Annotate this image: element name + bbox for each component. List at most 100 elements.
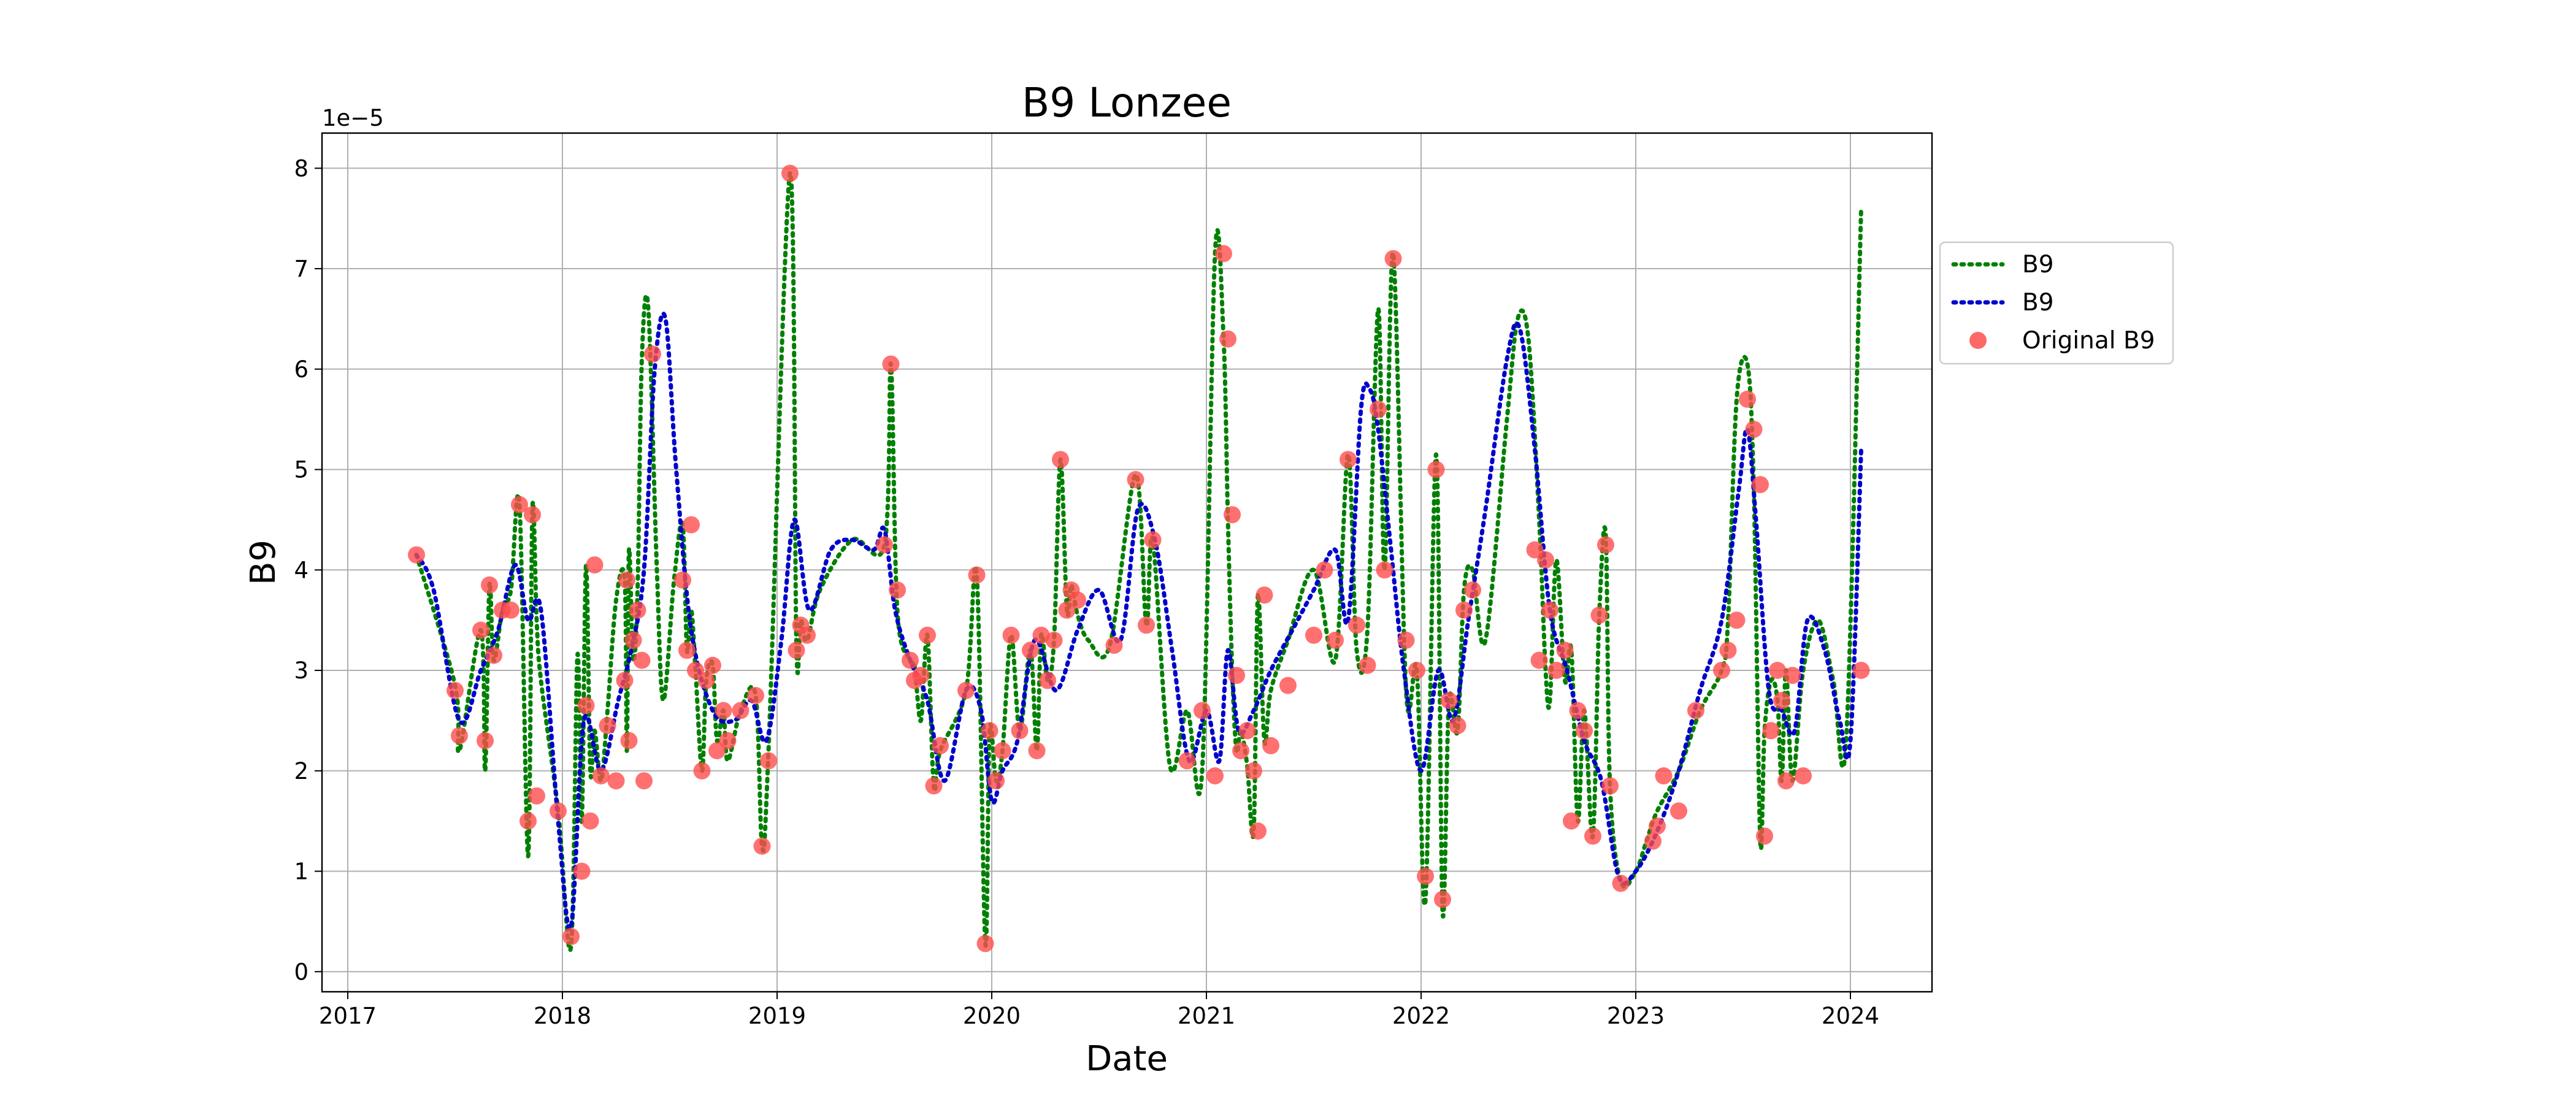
original-b9-point [1427,461,1445,478]
original-b9-point [1340,451,1357,469]
original-b9-point [477,732,494,749]
original-b9-point [1449,717,1466,735]
original-b9-point [747,687,764,704]
original-b9-point [620,732,638,749]
original-b9-point [581,812,599,830]
original-b9-point [485,646,502,664]
original-b9-point [1547,662,1565,679]
original-b9-point [1105,637,1123,654]
legend-swatch-original-b9 [1969,332,1987,349]
plot-frame [321,132,1933,993]
original-b9-point [472,621,489,639]
original-b9-point [1852,662,1870,679]
original-b9-point [586,556,604,574]
original-b9-point [1238,722,1256,740]
original-b9-point [1644,832,1662,850]
original-b9-point [1069,591,1086,609]
original-b9-point [719,732,737,749]
original-b9-point [1032,626,1050,644]
original-b9-point [1022,642,1039,659]
legend: B9 B9 Original B9 [1939,241,2174,365]
original-b9-point [912,667,930,684]
y-tick-label: 4 [294,557,309,583]
original-b9-point [1011,722,1029,740]
original-b9-point [1224,506,1241,524]
original-b9-point [1752,476,1769,494]
original-b9-point [624,631,642,649]
legend-label-blue-b9: B9 [2022,289,2054,316]
original-b9-point [1576,722,1593,740]
original-b9-point [1359,656,1376,674]
original-b9-point [592,767,610,784]
original-b9-point [1206,767,1224,784]
original-b9-point [1002,626,1020,644]
original-b9-point [1417,867,1434,885]
original-b9-point [528,787,545,805]
original-b9-point [1440,692,1458,710]
original-b9-point [1670,802,1687,820]
original-b9-point [1138,616,1155,634]
y-tick-label: 0 [294,959,309,985]
original-b9-point [1397,631,1415,649]
original-b9-point [1316,561,1333,579]
original-b9-point [1305,626,1322,644]
original-b9-point [1232,742,1249,759]
original-b9-point [1262,737,1279,754]
axes-ticks: 2017 2018 2019 2020 2021 2022 2023 2024 0 1 2 3 4 5 6 7… [294,155,1879,1029]
x-tick-label: 2019 [748,1003,806,1029]
original-b9-point [607,772,625,790]
original-b9-point [618,571,635,589]
original-b9-point [573,862,591,880]
original-b9-point [1569,702,1587,719]
original-b9-point [629,601,646,619]
original-b9-point [1655,767,1673,784]
original-b9-point [1601,777,1619,795]
original-b9-point [1215,245,1232,263]
original-b9-point [562,927,580,945]
original-b9-point [1556,642,1574,659]
original-b9-point [753,837,771,855]
original-b9-point [1058,601,1076,619]
x-tick-label: 2021 [1178,1003,1235,1029]
original-b9-point [919,626,936,644]
original-b9-point [1612,875,1630,892]
original-b9-point [502,601,519,619]
original-b9-point [697,672,715,689]
original-b9-point [1464,581,1481,599]
original-b9-point [1127,470,1144,488]
original-b9-point [925,777,943,795]
original-b9-point [760,752,777,770]
x-tick-label: 2017 [319,1003,377,1029]
original-b9-point [693,762,711,780]
series-line-green-b9 [414,171,1863,953]
original-b9-point [481,576,498,594]
original-b9-point [882,355,900,373]
original-b9-point [987,772,1005,790]
series-layer [414,171,1863,953]
original-b9-point [1563,812,1580,830]
y-tick-label: 5 [294,457,309,483]
original-b9-point [1249,822,1267,840]
original-b9-point [1408,662,1425,679]
original-b9-point [1376,561,1393,579]
original-b9-point [968,566,986,584]
original-b9-point [1784,667,1801,684]
original-b9-point [683,516,700,534]
original-b9-point [519,812,537,830]
original-b9-point [1773,692,1790,710]
y-axis-label: B9 [243,540,283,585]
x-tick-label: 2024 [1822,1003,1879,1029]
original-b9-point [1144,531,1162,549]
original-b9-point [1719,642,1737,659]
original-b9-point [524,506,541,524]
x-axis-label: Date [1086,1039,1168,1079]
original-b9-point [599,717,616,735]
original-b9-point [1219,330,1236,348]
original-b9-point [1795,767,1812,784]
original-b9-point [1279,677,1297,694]
original-b9-point [1052,451,1069,469]
y-offset-text: 1e−5 [322,105,384,131]
y-tick-label: 1 [294,859,309,885]
original-b9-point [902,651,919,669]
